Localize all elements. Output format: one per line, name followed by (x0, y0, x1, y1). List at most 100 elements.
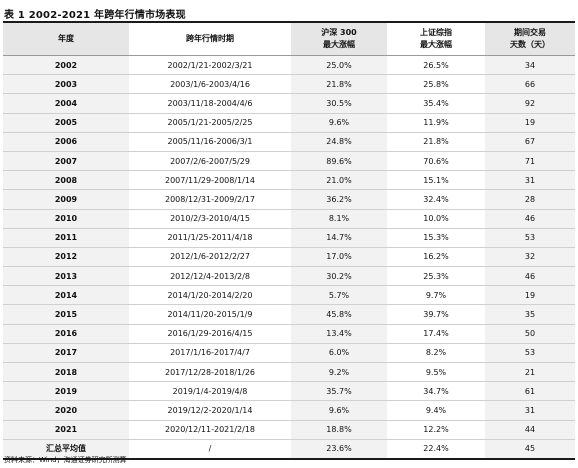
cell-period: 2011/1/25-2011/4/18 (129, 228, 291, 248)
cell-sh: 15.1% (387, 170, 485, 191)
table-row: 2016 2016/1/29-2016/4/15 13.4% 17.4% 50 (3, 324, 575, 344)
cell-sh: 26.5% (387, 55, 485, 76)
cell-sh: 16.2% (387, 247, 485, 268)
summary-label: 汇总平均值 (3, 439, 129, 460)
cell-year: 2013 (3, 266, 129, 287)
cell-year: 2014 (3, 285, 129, 306)
cell-year: 2006 (3, 132, 129, 152)
cell-hs300: 35.7% (291, 381, 387, 402)
table-row: 2008 2007/11/29-2008/1/14 21.0% 15.1% 31 (3, 170, 575, 191)
cell-days: 19 (485, 285, 575, 306)
cell-days: 44 (485, 420, 575, 440)
cell-year: 2005 (3, 113, 129, 133)
summary-period: / (129, 439, 291, 460)
summary-row: 汇总平均值/23.6% 22.4% 45 (3, 439, 575, 460)
cell-period: 2017/12/28-2018/1/26 (129, 362, 291, 383)
source-note: 资料来源：Wind，海通证券研究所测算 (4, 456, 127, 464)
table-row: 2013 2012/12/4-2013/2/8 30.2% 25.3% 46 (3, 266, 575, 287)
table-body: 2002 2002/1/21-2002/3/21 25.0% 26.5% 34 2003 2… (3, 55, 575, 460)
cell-year: 2021 (3, 420, 129, 440)
summary-hs300: 23.6% (291, 439, 387, 460)
table-row: 2004 2003/11/18-2004/4/6 30.5% 35.4% 92 (3, 93, 575, 114)
cell-year: 2003 (3, 74, 129, 95)
cell-hs300: 24.8% (291, 132, 387, 152)
cell-period: 2016/1/29-2016/4/15 (129, 324, 291, 344)
table-row: 2015 2014/11/20-2015/1/9 45.8% 39.7% 35 (3, 304, 575, 325)
cell-hs300: 17.0% (291, 247, 387, 268)
cell-period: 2003/1/6-2003/4/16 (129, 74, 291, 95)
table-row: 2014 2014/1/20-2014/2/20 5.7% 9.7% 19 (3, 285, 575, 306)
table-row: 2017 2017/1/16-2017/4/7 6.0% 8.2% 53 (3, 343, 575, 364)
header-sh-line2: 最大涨幅 (420, 40, 452, 49)
cell-year: 2007 (3, 151, 129, 172)
cell-days: 61 (485, 381, 575, 402)
cell-hs300: 9.2% (291, 362, 387, 383)
cell-year: 2008 (3, 170, 129, 191)
cell-hs300: 36.2% (291, 189, 387, 210)
cell-period: 2005/11/16-2006/3/1 (129, 132, 291, 152)
cell-sh: 15.3% (387, 228, 485, 248)
cell-hs300: 14.7% (291, 228, 387, 248)
cell-period: 2012/1/6-2012/2/27 (129, 247, 291, 268)
table-row: 2006 2005/11/16-2006/3/1 24.8% 21.8% 67 (3, 132, 575, 152)
cell-hs300: 13.4% (291, 324, 387, 344)
cell-sh: 32.4% (387, 189, 485, 210)
cell-hs300: 18.8% (291, 420, 387, 440)
cell-hs300: 30.2% (291, 266, 387, 287)
header-row: 年度 跨年行情时期 沪深 300 最大涨幅 上证综指 最大涨幅 期间交易 天数（… (3, 23, 575, 56)
cell-hs300: 45.8% (291, 304, 387, 325)
cell-year: 2012 (3, 247, 129, 268)
cell-days: 32 (485, 247, 575, 268)
cell-period: 2003/11/18-2004/4/6 (129, 93, 291, 114)
top-rule (3, 21, 575, 23)
cell-sh: 17.4% (387, 324, 485, 344)
table-row: 2007 2007/2/6-2007/5/29 89.6% 70.6% 71 (3, 151, 575, 172)
header-days-line1: 期间交易 (514, 28, 546, 37)
cell-hs300: 6.0% (291, 343, 387, 364)
cell-year: 2018 (3, 362, 129, 383)
summary-sh: 22.4% (387, 439, 485, 460)
cell-sh: 9.7% (387, 285, 485, 306)
cell-year: 2016 (3, 324, 129, 344)
cell-period: 2008/12/31-2009/2/17 (129, 189, 291, 210)
cell-days: 19 (485, 113, 575, 133)
table-row: 2012 2012/1/6-2012/2/27 17.0% 16.2% 32 (3, 247, 575, 268)
cell-sh: 34.7% (387, 381, 485, 402)
header-sh: 上证综指 最大涨幅 (387, 23, 485, 56)
cell-period: 2019/12/2-2020/1/14 (129, 400, 291, 421)
cell-year: 2010 (3, 209, 129, 229)
cell-sh: 11.9% (387, 113, 485, 133)
table-row: 2002 2002/1/21-2002/3/21 25.0% 26.5% 34 (3, 55, 575, 76)
cell-hs300: 9.6% (291, 113, 387, 133)
cell-sh: 9.4% (387, 400, 485, 421)
cell-sh: 35.4% (387, 93, 485, 114)
cell-days: 28 (485, 189, 575, 210)
cell-year: 2017 (3, 343, 129, 364)
table-row: 2021 2020/12/11-2021/2/18 18.8% 12.2% 44 (3, 420, 575, 440)
header-year: 年度 (3, 23, 129, 56)
cell-days: 50 (485, 324, 575, 344)
cell-days: 71 (485, 151, 575, 172)
cell-sh: 21.8% (387, 132, 485, 152)
cell-hs300: 30.5% (291, 93, 387, 114)
header-days-line2: 天数（天） (510, 40, 550, 49)
cell-days: 46 (485, 209, 575, 229)
table-row: 2020 2019/12/2-2020/1/14 9.6% 9.4% 31 (3, 400, 575, 421)
cell-days: 46 (485, 266, 575, 287)
cell-period: 2005/1/21-2005/2/25 (129, 113, 291, 133)
table-title: 表 1 2002-2021 年跨年行情市场表现 (4, 10, 186, 21)
table-row: 2003 2003/1/6-2003/4/16 21.8% 25.8% 66 (3, 74, 575, 95)
cell-days: 67 (485, 132, 575, 152)
cell-period: 2020/12/11-2021/2/18 (129, 420, 291, 440)
cell-days: 92 (485, 93, 575, 114)
cell-days: 35 (485, 304, 575, 325)
market-performance-table: 年度 跨年行情时期 沪深 300 最大涨幅 上证综指 最大涨幅 期间交易 天数（… (3, 23, 575, 460)
cell-days: 34 (485, 55, 575, 76)
cell-period: 2014/11/20-2015/1/9 (129, 304, 291, 325)
cell-period: 2007/2/6-2007/5/29 (129, 151, 291, 172)
header-hs300: 沪深 300 最大涨幅 (291, 23, 387, 56)
cell-days: 53 (485, 228, 575, 248)
cell-period: 2019/1/4-2019/4/8 (129, 381, 291, 402)
cell-period: 2017/1/16-2017/4/7 (129, 343, 291, 364)
summary-days: 45 (485, 439, 575, 460)
